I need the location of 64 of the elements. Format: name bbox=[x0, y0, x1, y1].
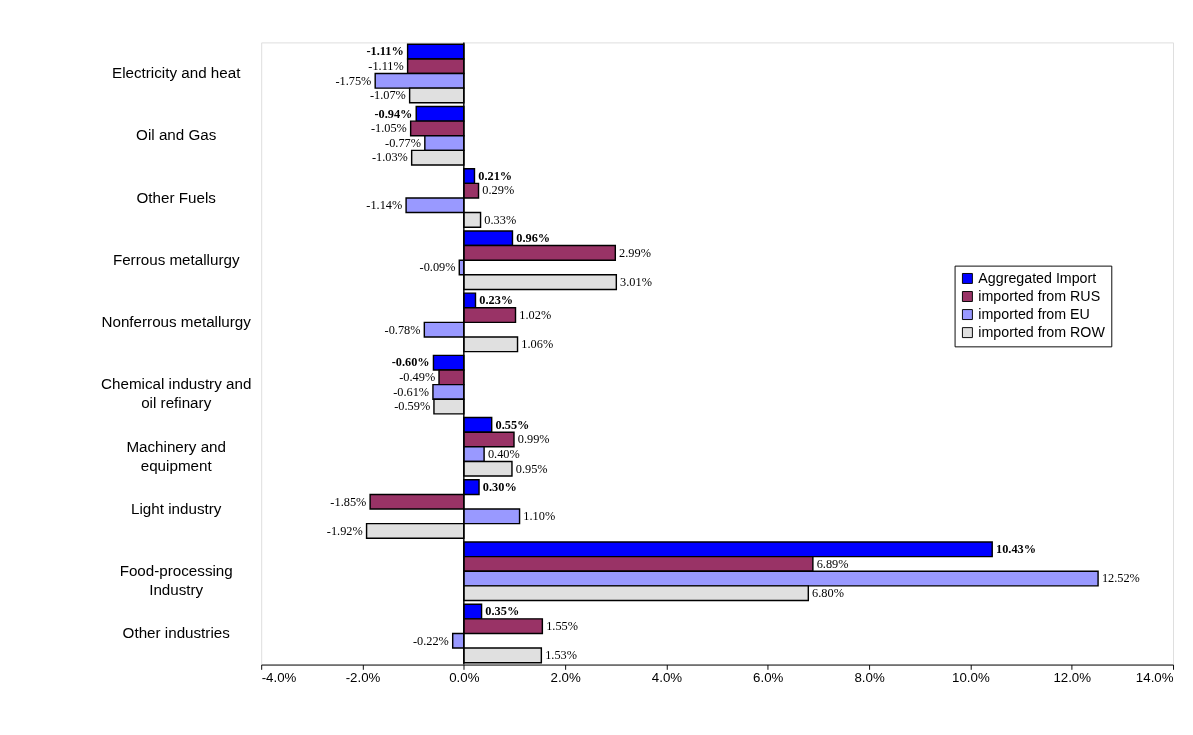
data-label: 0.35% bbox=[485, 604, 520, 619]
y-tick-label: Ferrous metallurgy bbox=[112, 250, 240, 268]
data-label: -0.22% bbox=[412, 633, 449, 648]
data-label: -0.94% bbox=[374, 106, 413, 121]
data-label: -0.60% bbox=[391, 355, 430, 370]
data-label: -1.14% bbox=[366, 198, 403, 213]
data-label: 3.01% bbox=[620, 274, 652, 289]
y-tick-label: Electricity and heat bbox=[112, 64, 242, 82]
x-tick-label: 2.0% bbox=[550, 670, 581, 686]
legend-label: imported from RUS bbox=[978, 288, 1101, 305]
y-tick-label: Nonferrous metallurgy bbox=[101, 313, 252, 331]
data-label: 0.99% bbox=[517, 432, 550, 447]
data-label: 2.99% bbox=[619, 245, 651, 260]
data-label: 0.29% bbox=[482, 183, 515, 198]
x-tick-label: -4.0% bbox=[261, 670, 297, 686]
data-label: 6.80% bbox=[812, 585, 844, 600]
x-tick-label: 6.0% bbox=[753, 670, 784, 686]
data-label: -0.59% bbox=[394, 399, 431, 414]
data-label: 0.21% bbox=[478, 168, 513, 183]
data-label: -0.78% bbox=[384, 322, 421, 337]
legend-label: imported from EU bbox=[978, 306, 1090, 323]
data-label: 1.10% bbox=[523, 509, 556, 524]
x-tick-label: 12.0% bbox=[1053, 670, 1092, 686]
y-tick-label: Oil and Gas bbox=[136, 126, 217, 144]
y-tick-label: Light industry bbox=[131, 499, 222, 517]
data-label: -0.61% bbox=[393, 384, 430, 399]
y-tick-label: Machinery and equipment bbox=[126, 437, 227, 474]
data-label: 0.30% bbox=[482, 479, 517, 494]
data-label: -0.77% bbox=[385, 135, 422, 150]
y-tick-label: Chemical industry and oil refinary bbox=[101, 375, 252, 412]
data-label: -1.05% bbox=[370, 121, 407, 136]
y-tick-label: Other industries bbox=[122, 624, 231, 642]
data-label: -1.11% bbox=[366, 44, 404, 59]
data-label: 0.95% bbox=[515, 461, 548, 476]
data-label: -1.75% bbox=[335, 73, 372, 88]
data-label: 1.06% bbox=[521, 337, 554, 352]
data-label: -1.11% bbox=[368, 59, 404, 74]
legend-label: imported from ROW bbox=[978, 324, 1106, 341]
y-tick-label: Food-processing Industry bbox=[119, 562, 233, 598]
x-tick-label: 0.0% bbox=[449, 670, 480, 686]
y-tick-label: Other Fuels bbox=[136, 188, 217, 206]
x-tick-label: 4.0% bbox=[651, 670, 683, 686]
data-label: 10.43% bbox=[996, 542, 1037, 557]
x-tick-label: -2.0% bbox=[345, 670, 381, 686]
data-label: 0.96% bbox=[516, 231, 551, 246]
data-label: -1.92% bbox=[326, 523, 363, 538]
data-label: -0.09% bbox=[419, 260, 456, 275]
data-label: 0.23% bbox=[479, 293, 514, 308]
x-tick-label: 10.0% bbox=[952, 670, 990, 686]
data-label: 6.89% bbox=[816, 556, 849, 571]
x-tick-label: 14.0% bbox=[1135, 670, 1174, 686]
data-label: -1.85% bbox=[330, 494, 367, 509]
legend-label: Aggregated Import bbox=[978, 270, 1097, 287]
x-tick-label: 8.0% bbox=[854, 670, 885, 686]
data-label: 0.33% bbox=[484, 212, 517, 227]
data-label: -0.49% bbox=[399, 370, 436, 385]
data-label: 1.53% bbox=[545, 648, 577, 663]
data-label: 0.55% bbox=[495, 417, 530, 432]
data-label: 1.55% bbox=[546, 618, 578, 633]
data-label: 1.02% bbox=[519, 307, 552, 322]
data-label: -1.07% bbox=[369, 88, 406, 103]
data-label: -1.03% bbox=[371, 150, 408, 165]
data-label: 12.52% bbox=[1101, 571, 1140, 586]
data-label: 0.40% bbox=[487, 446, 520, 461]
